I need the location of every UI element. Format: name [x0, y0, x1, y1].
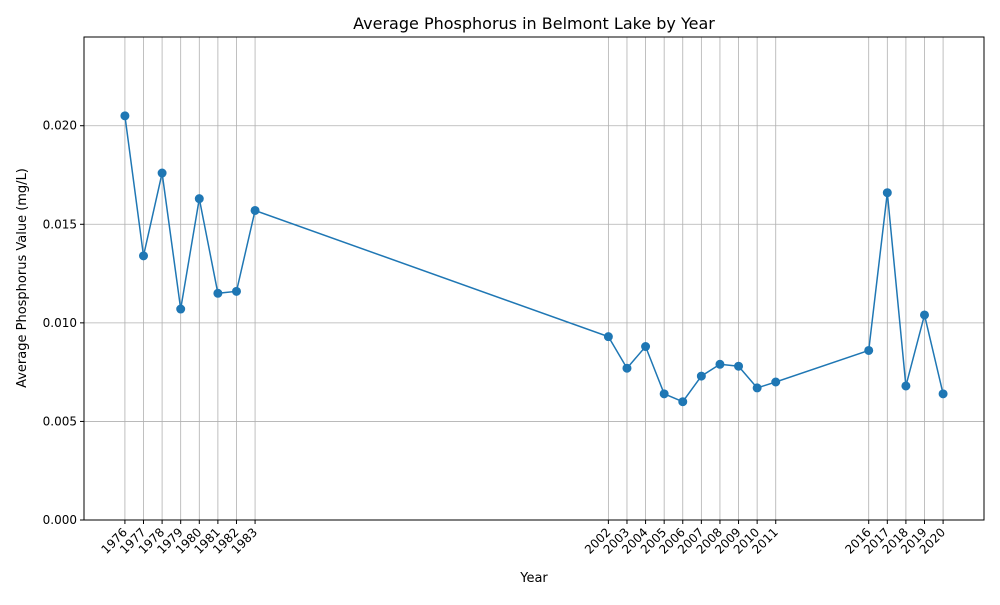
y-axis-label: Average Phosphorus Value (mg/L)	[15, 168, 30, 388]
data-point	[715, 359, 725, 369]
axes: 0.0000.0050.0100.0150.020197619771978197…	[43, 36, 985, 557]
y-tick-label: 0.020	[43, 119, 77, 133]
data-point	[120, 111, 130, 121]
data-point	[622, 363, 632, 373]
data-point	[734, 361, 744, 371]
data-point	[194, 194, 204, 204]
data-point	[641, 342, 651, 352]
data-point	[250, 205, 260, 215]
data-point	[864, 345, 874, 355]
data-point	[919, 310, 929, 320]
chart-title: Average Phosphorus in Belmont Lake by Ye…	[353, 14, 715, 33]
data-point	[696, 371, 706, 381]
data-point	[157, 168, 167, 178]
y-tick-label: 0.015	[43, 217, 77, 231]
data-point	[678, 397, 688, 407]
y-tick-label: 0.000	[43, 513, 77, 527]
data-point	[176, 304, 186, 314]
data-point	[938, 389, 948, 399]
data-point	[139, 251, 149, 261]
data-point	[752, 383, 762, 393]
plot-frame	[83, 36, 985, 521]
data-point	[882, 188, 892, 198]
y-tick-label: 0.005	[43, 414, 77, 428]
x-axis-label: Year	[519, 571, 548, 586]
series-line	[124, 115, 944, 403]
data-point	[659, 389, 669, 399]
grid	[84, 37, 984, 521]
data-point	[603, 332, 613, 342]
data-point	[213, 288, 223, 298]
data-point	[771, 377, 781, 387]
data-point	[231, 286, 241, 296]
y-tick-label: 0.010	[43, 316, 77, 330]
series-group	[120, 111, 948, 407]
data-point	[901, 381, 911, 391]
